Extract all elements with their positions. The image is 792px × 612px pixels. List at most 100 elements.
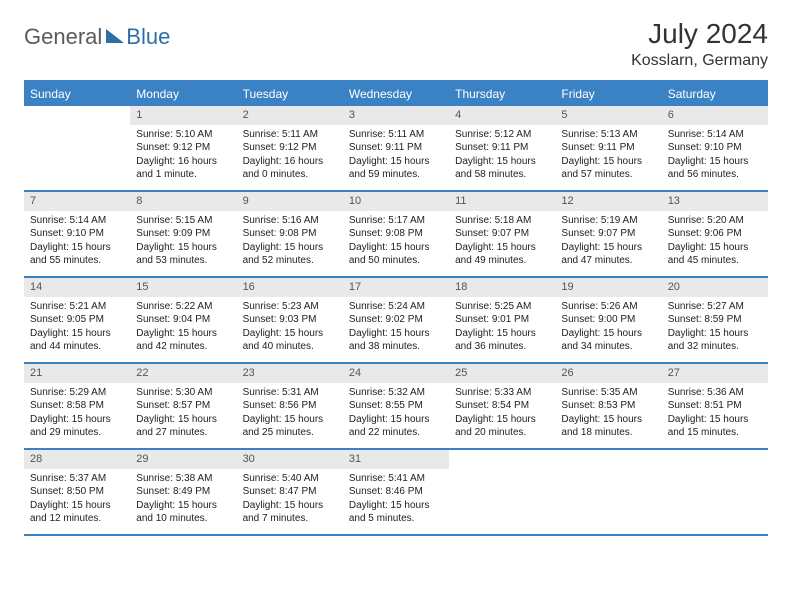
day-body: Sunrise: 5:17 AMSunset: 9:08 PMDaylight:… [343, 211, 449, 274]
day-number: 10 [343, 192, 449, 211]
day-cell: 16Sunrise: 5:23 AMSunset: 9:03 PMDayligh… [237, 278, 343, 362]
day-number: 11 [449, 192, 555, 211]
day-body: Sunrise: 5:14 AMSunset: 9:10 PMDaylight:… [662, 125, 768, 188]
daylight-text: Daylight: 15 hours and 10 minutes. [136, 499, 230, 526]
day-number: 22 [130, 364, 236, 383]
sunrise-text: Sunrise: 5:40 AM [243, 472, 337, 486]
day-cell: 3Sunrise: 5:11 AMSunset: 9:11 PMDaylight… [343, 106, 449, 190]
day-body: Sunrise: 5:31 AMSunset: 8:56 PMDaylight:… [237, 383, 343, 446]
sunrise-text: Sunrise: 5:31 AM [243, 386, 337, 400]
day-cell: 5Sunrise: 5:13 AMSunset: 9:11 PMDaylight… [555, 106, 661, 190]
dow-cell: Monday [130, 82, 236, 106]
day-body: Sunrise: 5:32 AMSunset: 8:55 PMDaylight:… [343, 383, 449, 446]
sunset-text: Sunset: 8:57 PM [136, 399, 230, 413]
week-row: 7Sunrise: 5:14 AMSunset: 9:10 PMDaylight… [24, 192, 768, 278]
day-body: Sunrise: 5:16 AMSunset: 9:08 PMDaylight:… [237, 211, 343, 274]
daylight-text: Daylight: 15 hours and 47 minutes. [561, 241, 655, 268]
sunrise-text: Sunrise: 5:29 AM [30, 386, 124, 400]
day-number: 1 [130, 106, 236, 125]
day-number: 9 [237, 192, 343, 211]
daylight-text: Daylight: 16 hours and 0 minutes. [243, 155, 337, 182]
day-body: Sunrise: 5:13 AMSunset: 9:11 PMDaylight:… [555, 125, 661, 188]
day-cell: 1Sunrise: 5:10 AMSunset: 9:12 PMDaylight… [130, 106, 236, 190]
day-of-week-row: SundayMondayTuesdayWednesdayThursdayFrid… [24, 82, 768, 106]
dow-cell: Wednesday [343, 82, 449, 106]
daylight-text: Daylight: 15 hours and 29 minutes. [30, 413, 124, 440]
week-row: 21Sunrise: 5:29 AMSunset: 8:58 PMDayligh… [24, 364, 768, 450]
day-cell: 17Sunrise: 5:24 AMSunset: 9:02 PMDayligh… [343, 278, 449, 362]
daylight-text: Daylight: 15 hours and 50 minutes. [349, 241, 443, 268]
sunset-text: Sunset: 9:04 PM [136, 313, 230, 327]
day-number: 21 [24, 364, 130, 383]
daylight-text: Daylight: 15 hours and 36 minutes. [455, 327, 549, 354]
daylight-text: Daylight: 15 hours and 53 minutes. [136, 241, 230, 268]
daylight-text: Daylight: 15 hours and 32 minutes. [668, 327, 762, 354]
sunrise-text: Sunrise: 5:35 AM [561, 386, 655, 400]
sunrise-text: Sunrise: 5:22 AM [136, 300, 230, 314]
daylight-text: Daylight: 15 hours and 57 minutes. [561, 155, 655, 182]
sunrise-text: Sunrise: 5:33 AM [455, 386, 549, 400]
daylight-text: Daylight: 15 hours and 44 minutes. [30, 327, 124, 354]
day-body: Sunrise: 5:36 AMSunset: 8:51 PMDaylight:… [662, 383, 768, 446]
sunrise-text: Sunrise: 5:14 AM [668, 128, 762, 142]
dow-cell: Friday [555, 82, 661, 106]
day-number: 15 [130, 278, 236, 297]
sunrise-text: Sunrise: 5:38 AM [136, 472, 230, 486]
day-cell: 9Sunrise: 5:16 AMSunset: 9:08 PMDaylight… [237, 192, 343, 276]
day-number: 12 [555, 192, 661, 211]
sunset-text: Sunset: 9:02 PM [349, 313, 443, 327]
day-number [555, 450, 661, 454]
day-body: Sunrise: 5:12 AMSunset: 9:11 PMDaylight:… [449, 125, 555, 188]
day-cell: 12Sunrise: 5:19 AMSunset: 9:07 PMDayligh… [555, 192, 661, 276]
day-body: Sunrise: 5:20 AMSunset: 9:06 PMDaylight:… [662, 211, 768, 274]
day-number: 28 [24, 450, 130, 469]
dow-cell: Saturday [662, 82, 768, 106]
day-number: 5 [555, 106, 661, 125]
day-cell: 2Sunrise: 5:11 AMSunset: 9:12 PMDaylight… [237, 106, 343, 190]
daylight-text: Daylight: 15 hours and 27 minutes. [136, 413, 230, 440]
day-cell: 22 Sunrise: 5:30 AMSunset: 8:57 PMDayligh… [130, 364, 236, 448]
sunset-text: Sunset: 9:06 PM [668, 227, 762, 241]
day-number: 25 [449, 364, 555, 383]
header: General Blue July 2024 Kosslarn, Germany [24, 18, 768, 70]
sunset-text: Sunset: 9:11 PM [349, 141, 443, 155]
sunrise-text: Sunrise: 5:27 AM [668, 300, 762, 314]
sunset-text: Sunset: 8:55 PM [349, 399, 443, 413]
dow-cell: Thursday [449, 82, 555, 106]
daylight-text: Daylight: 15 hours and 52 minutes. [243, 241, 337, 268]
day-number: 4 [449, 106, 555, 125]
day-number: 20 [662, 278, 768, 297]
day-number: 31 [343, 450, 449, 469]
daylight-text: Daylight: 15 hours and 22 minutes. [349, 413, 443, 440]
day-cell: 4Sunrise: 5:12 AMSunset: 9:11 PMDaylight… [449, 106, 555, 190]
day-number: 30 [237, 450, 343, 469]
day-number [449, 450, 555, 454]
day-cell [662, 450, 768, 534]
daylight-text: Daylight: 15 hours and 7 minutes. [243, 499, 337, 526]
daylight-text: Daylight: 15 hours and 25 minutes. [243, 413, 337, 440]
day-cell: 13Sunrise: 5:20 AMSunset: 9:06 PMDayligh… [662, 192, 768, 276]
day-body: Sunrise: 5:21 AMSunset: 9:05 PMDaylight:… [24, 297, 130, 360]
day-number: 23 [237, 364, 343, 383]
sunrise-text: Sunrise: 5:32 AM [349, 386, 443, 400]
day-cell: 11Sunrise: 5:18 AMSunset: 9:07 PMDayligh… [449, 192, 555, 276]
sunset-text: Sunset: 8:58 PM [30, 399, 124, 413]
day-number: 6 [662, 106, 768, 125]
daylight-text: Daylight: 15 hours and 42 minutes. [136, 327, 230, 354]
day-cell: 26Sunrise: 5:35 AMSunset: 8:53 PMDayligh… [555, 364, 661, 448]
logo: General Blue [24, 24, 170, 50]
daylight-text: Daylight: 15 hours and 55 minutes. [30, 241, 124, 268]
sunset-text: Sunset: 9:03 PM [243, 313, 337, 327]
day-body: Sunrise: 5:11 AMSunset: 9:12 PMDaylight:… [237, 125, 343, 188]
day-number [24, 106, 130, 110]
sunset-text: Sunset: 9:10 PM [668, 141, 762, 155]
sunrise-text: Sunrise: 5:30 AM [136, 386, 230, 400]
day-cell: 23Sunrise: 5:31 AMSunset: 8:56 PMDayligh… [237, 364, 343, 448]
sunset-text: Sunset: 9:08 PM [243, 227, 337, 241]
daylight-text: Daylight: 15 hours and 18 minutes. [561, 413, 655, 440]
sunrise-text: Sunrise: 5:25 AM [455, 300, 549, 314]
day-cell: 8Sunrise: 5:15 AMSunset: 9:09 PMDaylight… [130, 192, 236, 276]
sunset-text: Sunset: 8:51 PM [668, 399, 762, 413]
sunrise-text: Sunrise: 5:26 AM [561, 300, 655, 314]
sunrise-text: Sunrise: 5:15 AM [136, 214, 230, 228]
